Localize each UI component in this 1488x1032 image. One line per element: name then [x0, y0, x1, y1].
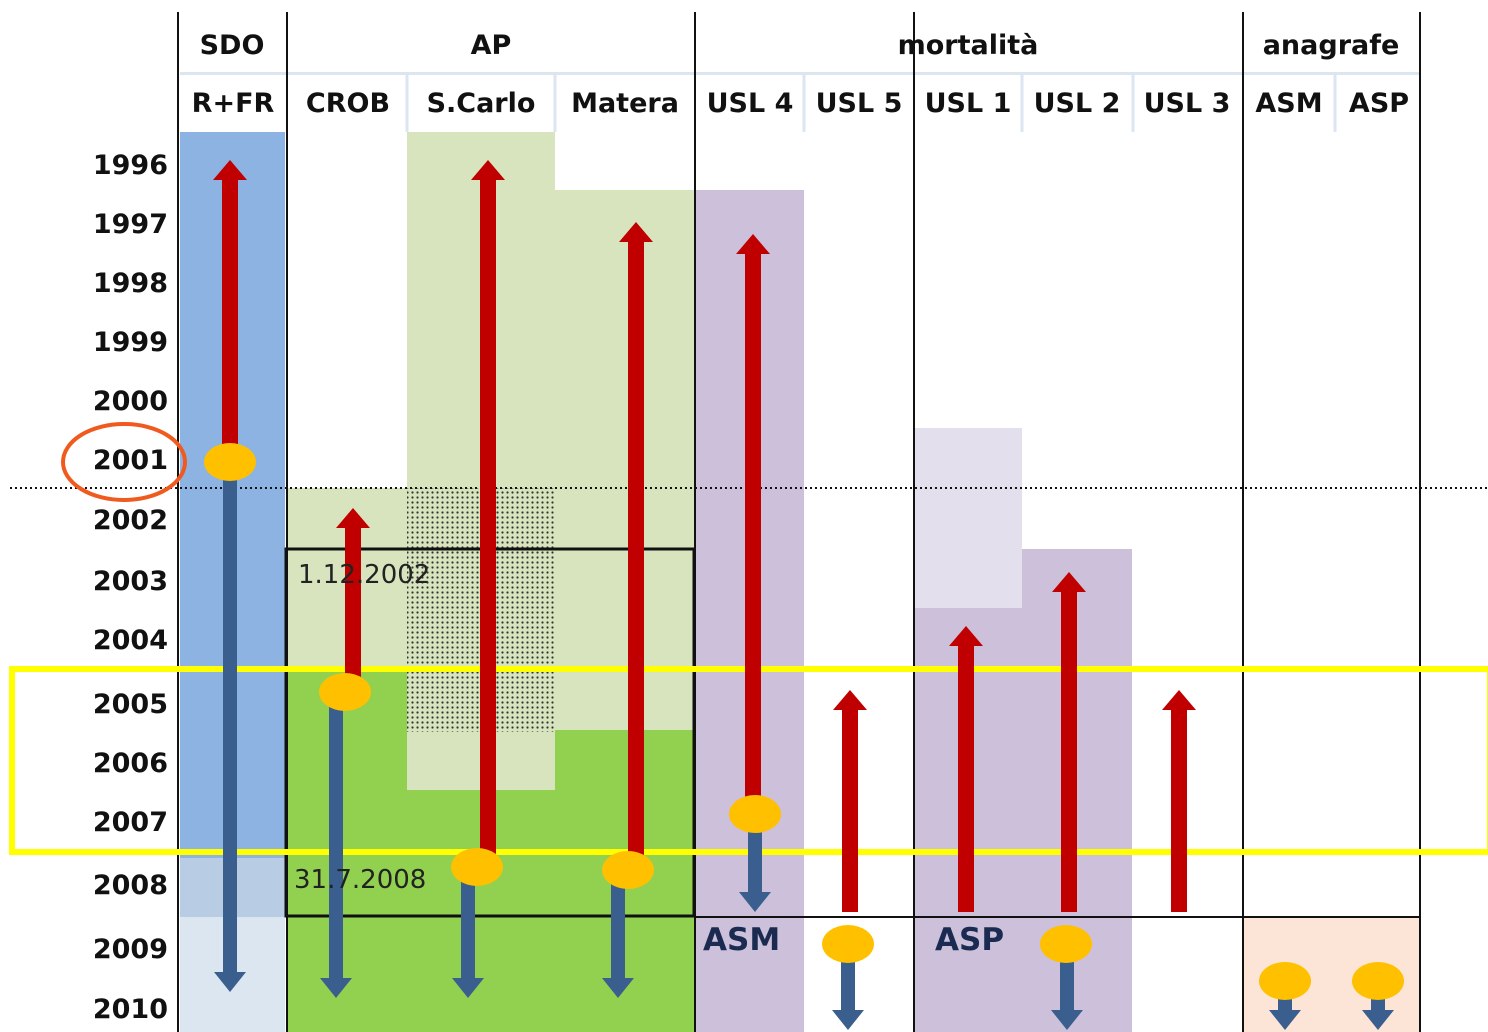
- usl4-backward-arrow-head: [736, 234, 770, 254]
- scarlo-backward-arrow-shaft: [480, 178, 496, 866]
- usl5-forward-arrow-head: [832, 1010, 864, 1030]
- matera-forward-arrow-head: [602, 978, 634, 998]
- crob-backward-arrow-head: [336, 508, 370, 528]
- usl4-backward-arrow-shaft: [745, 252, 761, 812]
- scarlo-anchor-dot: [451, 848, 503, 886]
- highlight-circle-2001: [61, 422, 187, 502]
- end-date-note: 31.7.2008: [294, 865, 427, 895]
- crob-backward-arrow-shaft: [345, 526, 361, 690]
- year-label-2004: 2004: [92, 625, 168, 656]
- asp-anchor-dot: [1352, 962, 1404, 1000]
- year-label-2003: 2003: [92, 566, 168, 597]
- usl1-backward-arrow-head: [949, 626, 983, 646]
- rfr-backward-arrow-shaft: [222, 178, 238, 462]
- rfr-forward-arrow-shaft: [223, 462, 237, 974]
- year-label-2008: 2008: [92, 870, 168, 901]
- scarlo-forward-arrow-shaft: [461, 866, 475, 980]
- usl1-backward-arrow-shaft: [958, 644, 974, 912]
- scarlo-forward-arrow-head: [452, 978, 484, 998]
- scarlo-backward-arrow-head: [471, 160, 505, 180]
- column-label-asp: ASP: [1348, 88, 1410, 119]
- asp-forward-arrow-head: [1362, 1010, 1394, 1030]
- crob-anchor-dot: [319, 673, 371, 711]
- year-label-1999: 1999: [92, 327, 168, 358]
- usl3-backward-arrow-shaft: [1171, 708, 1187, 912]
- matera-forward-arrow-shaft: [611, 869, 625, 980]
- column-label-usl5: USL 5: [815, 88, 903, 119]
- year-label-2006: 2006: [92, 748, 168, 779]
- year-label-1996: 1996: [92, 150, 168, 181]
- asm-anchor-dot: [1259, 962, 1311, 1000]
- usl2-forward-arrow-head: [1051, 1010, 1083, 1030]
- column-label-asm: ASM: [1255, 88, 1323, 119]
- usl1-light-fill: [914, 428, 1022, 608]
- usl4-forward-arrow-head: [739, 892, 771, 912]
- column-label-usl1: USL 1: [924, 88, 1012, 119]
- matera-anchor-dot: [602, 851, 654, 889]
- year-label-2001: 2001: [92, 445, 168, 476]
- usl5-anchor-dot: [822, 925, 874, 963]
- group-label-anagrafe: anagrafe: [1262, 30, 1400, 61]
- matera-backward-arrow-head: [619, 222, 653, 242]
- rfr-anchor-dot: [204, 443, 256, 481]
- column-label-rfr: R+FR: [191, 88, 275, 119]
- column-label-crob: CROB: [305, 88, 391, 119]
- usl4-anchor-dot: [729, 795, 781, 833]
- year-label-2007: 2007: [92, 807, 168, 838]
- column-label-usl4: USL 4: [706, 88, 794, 119]
- usl3-backward-arrow-head: [1162, 690, 1196, 710]
- usl2-anchor-dot: [1040, 925, 1092, 963]
- rfr-forward-arrow-head: [214, 972, 246, 992]
- year-label-2002: 2002: [92, 505, 168, 536]
- year-label-2005: 2005: [92, 689, 168, 720]
- usl2-backward-arrow-shaft: [1061, 590, 1077, 912]
- matera-backward-arrow-shaft: [628, 240, 644, 869]
- header-divider: [180, 72, 1420, 75]
- column-label-usl3: USL 3: [1143, 88, 1231, 119]
- year-label-2000: 2000: [92, 386, 168, 417]
- group-label-ap: AP: [470, 30, 512, 61]
- group-label-sdo: SDO: [199, 30, 265, 61]
- usl5-backward-arrow-head: [833, 690, 867, 710]
- year-label-1998: 1998: [92, 268, 168, 299]
- asm-forward-arrow-head: [1269, 1010, 1301, 1030]
- year-label-1997: 1997: [92, 209, 168, 240]
- matera-light-fill: [555, 190, 695, 488]
- usl5-backward-arrow-shaft: [842, 708, 858, 912]
- usl2-backward-arrow-head: [1052, 572, 1086, 592]
- column-label-scarlo: S.Carlo: [426, 88, 536, 119]
- column-label-matera: Matera: [571, 88, 679, 119]
- column-label-usl2: USL 2: [1033, 88, 1121, 119]
- year-label-2010: 2010: [92, 994, 168, 1025]
- group-label-mortalita: mortalità: [897, 30, 1039, 61]
- year-label-2009: 2009: [92, 934, 168, 965]
- rfr-backward-arrow-head: [213, 160, 247, 180]
- asm-annotation: ASM: [703, 922, 781, 958]
- crob-forward-arrow-shaft: [329, 690, 343, 980]
- crob-forward-arrow-head: [320, 978, 352, 998]
- asp-annotation: ASP: [935, 922, 1005, 958]
- start-date-note: 1.12.2002: [298, 560, 431, 590]
